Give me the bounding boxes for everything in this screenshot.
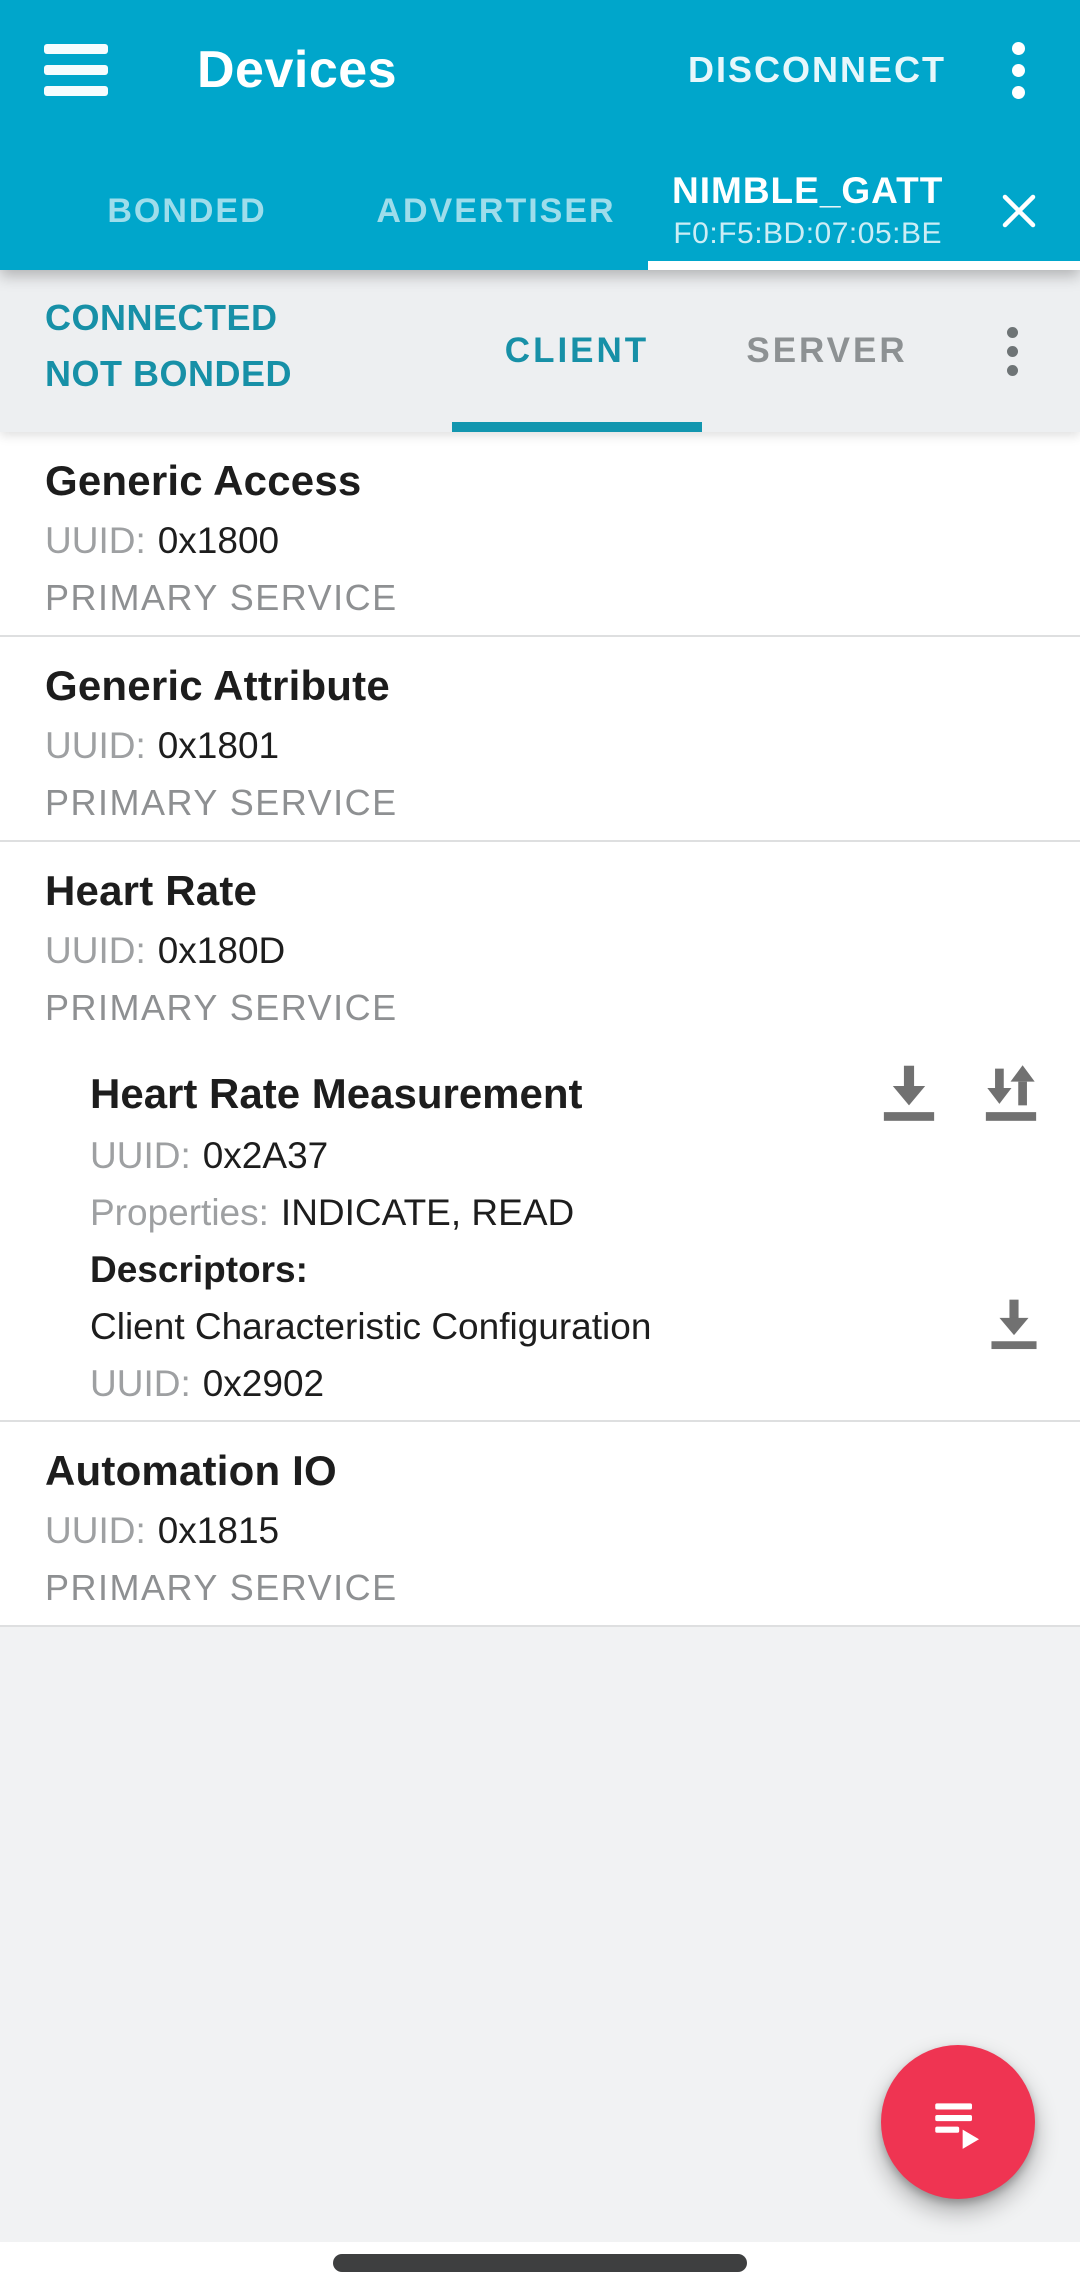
- uuid-label: UUID:: [45, 520, 146, 561]
- active-tab-indicator: [648, 261, 1080, 270]
- descriptor-name: Client Characteristic Configuration: [90, 1306, 652, 1347]
- service-type: PRIMARY SERVICE: [45, 987, 398, 1028]
- characteristic-name: Heart Rate Measurement: [90, 1070, 583, 1117]
- connection-header: CONNECTED NOT BONDED CLIENT SERVER: [0, 270, 1080, 432]
- tab-server[interactable]: SERVER: [746, 331, 908, 370]
- device-tab-text: NIMBLE_GATT F0:F5:BD:07:05:BE: [672, 170, 943, 251]
- characteristic-properties-row: Properties: INDICATE, READ: [90, 1184, 1040, 1241]
- system-nav-bar: [0, 2242, 1080, 2288]
- uuid-label: UUID:: [45, 1510, 146, 1551]
- service-uuid-row: UUID: 0x1800: [45, 512, 1035, 569]
- tab-advertiser-label: ADVERTISER: [376, 191, 616, 230]
- bond-status: NOT BONDED: [45, 353, 292, 394]
- service-automation-io[interactable]: Automation IO UUID: 0x1815 PRIMARY SERVIC…: [0, 1422, 1080, 1627]
- page-title: Devices: [197, 41, 398, 99]
- read-value-icon[interactable]: [880, 1061, 938, 1127]
- descriptors-label: Descriptors:: [90, 1249, 308, 1290]
- uuid-value: 0x2A37: [202, 1135, 329, 1176]
- service-name: Heart Rate: [45, 867, 258, 914]
- disconnect-button[interactable]: DISCONNECT: [682, 0, 952, 140]
- service-uuid-row: UUID: 0x180D: [45, 922, 1035, 979]
- uuid-label: UUID:: [45, 725, 146, 766]
- service-name: Automation IO: [45, 1447, 337, 1494]
- connection-status: CONNECTED: [45, 297, 278, 338]
- overflow-menu-icon[interactable]: [998, 40, 1038, 100]
- close-tab-icon[interactable]: [996, 188, 1042, 234]
- service-uuid-row: UUID: 0x1815: [45, 1502, 1035, 1559]
- properties-label: Properties:: [90, 1192, 269, 1233]
- uuid-label: UUID:: [90, 1363, 191, 1404]
- kebab-dot: [1006, 345, 1018, 357]
- tab-advertiser[interactable]: ADVERTISER: [344, 152, 648, 270]
- device-name: NIMBLE_GATT: [672, 170, 944, 212]
- service-uuid-row: UUID: 0x1801: [45, 717, 1035, 774]
- hamburger-menu-icon[interactable]: [44, 44, 110, 96]
- hamburger-bar: [44, 86, 108, 96]
- characteristic-uuid-row: UUID: 0x2A37: [90, 1127, 1040, 1184]
- properties-value: INDICATE, READ: [280, 1192, 575, 1233]
- kebab-dot: [1006, 326, 1018, 338]
- tab-device-nimble-gatt[interactable]: NIMBLE_GATT F0:F5:BD:07:05:BE: [648, 152, 1080, 270]
- gatt-overflow-menu-icon[interactable]: [992, 321, 1032, 381]
- device-tab-bar: BONDED ADVERTISER NIMBLE_GATT F0:F5:BD:0…: [0, 140, 1080, 270]
- characteristic-title-row: Heart Rate Measurement: [90, 1061, 1040, 1127]
- uuid-value: 0x1800: [157, 520, 280, 561]
- kebab-dot: [1006, 364, 1018, 376]
- uuid-value: 0x2902: [202, 1363, 325, 1404]
- app-bar: Devices DISCONNECT BONDED ADVERTISER NIM…: [0, 0, 1080, 270]
- service-list: Generic Access UUID: 0x1800 PRIMARY SERVI…: [0, 432, 1080, 2242]
- service-type: PRIMARY SERVICE: [45, 782, 398, 823]
- uuid-label: UUID:: [90, 1135, 191, 1176]
- descriptor-uuid-row: UUID: 0x2902: [90, 1355, 1040, 1412]
- read-descriptor-icon[interactable]: [988, 1295, 1040, 1355]
- service-type: PRIMARY SERVICE: [45, 1567, 398, 1608]
- service-heart-rate[interactable]: Heart Rate UUID: 0x180D PRIMARY SERVICE: [0, 842, 1080, 1047]
- service-generic-access[interactable]: Generic Access UUID: 0x1800 PRIMARY SERVI…: [0, 432, 1080, 637]
- kebab-dot: [1011, 63, 1025, 77]
- hamburger-bar: [44, 65, 108, 75]
- subscribe-indications-icon[interactable]: [982, 1061, 1040, 1127]
- kebab-dot: [1011, 41, 1025, 55]
- characteristic-heart-rate-measurement[interactable]: Heart Rate Measurement: [0, 1047, 1080, 1422]
- tab-bonded[interactable]: BONDED: [30, 152, 344, 270]
- device-mac-address: F0:F5:BD:07:05:BE: [673, 217, 942, 251]
- uuid-value: 0x1815: [157, 1510, 280, 1551]
- app-bar-top-row: Devices DISCONNECT: [0, 0, 1080, 140]
- uuid-value: 0x1801: [157, 725, 280, 766]
- uuid-value: 0x180D: [157, 930, 286, 971]
- tab-bonded-label: BONDED: [107, 191, 267, 230]
- hamburger-bar: [44, 44, 108, 54]
- connection-status-block: CONNECTED NOT BONDED: [45, 290, 292, 402]
- service-name: Generic Attribute: [45, 662, 390, 709]
- fab-log-macros-button[interactable]: [881, 2045, 1035, 2199]
- service-type: PRIMARY SERVICE: [45, 577, 398, 618]
- service-name: Generic Access: [45, 457, 362, 504]
- kebab-dot: [1011, 85, 1025, 99]
- service-generic-attribute[interactable]: Generic Attribute UUID: 0x1801 PRIMARY SE…: [0, 637, 1080, 842]
- gesture-pill[interactable]: [333, 2254, 747, 2272]
- playlist-play-icon: [935, 2103, 979, 2149]
- client-tab-indicator: [452, 422, 702, 432]
- uuid-label: UUID:: [45, 930, 146, 971]
- tab-client[interactable]: CLIENT: [504, 331, 650, 370]
